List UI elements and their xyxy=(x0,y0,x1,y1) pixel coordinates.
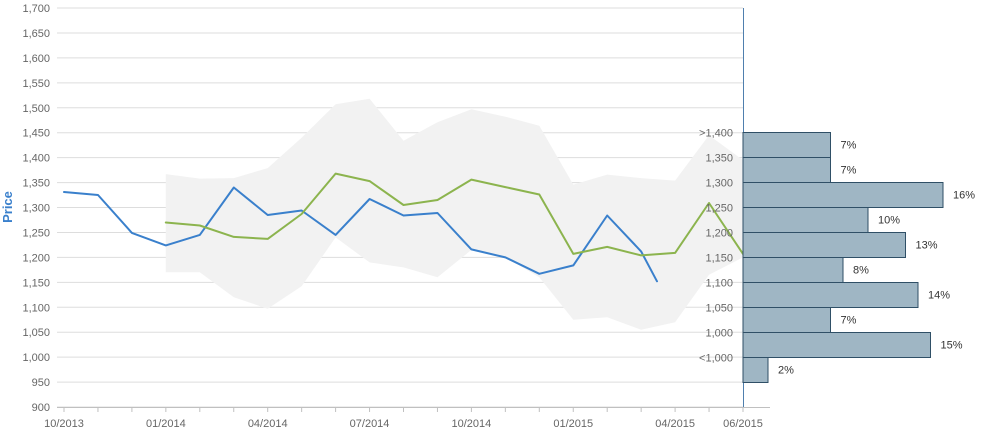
x-tick-label: 07/2014 xyxy=(350,418,390,429)
y-tick-label: 1,150 xyxy=(22,277,50,289)
histogram-bar xyxy=(742,282,919,308)
y-tick-label: 950 xyxy=(32,377,50,389)
y-tick-label: 1,400 xyxy=(22,153,50,165)
y-tick-label: 1,200 xyxy=(22,252,50,264)
histogram-value-label: 13% xyxy=(916,240,938,252)
y-tick-label: 1,600 xyxy=(22,53,50,65)
histogram-bin-label: 1,300 xyxy=(705,178,733,190)
y-tick-label: 1,100 xyxy=(22,302,50,314)
x-tick-labels: 10/2013 01/2014 04/2014 07/2014 10/2014 01/20… xyxy=(44,418,763,429)
histogram-bar xyxy=(742,207,869,233)
y-tick-label: 1,050 xyxy=(22,327,50,339)
histogram-bin-label: 1,200 xyxy=(705,228,733,240)
y-tick-label: 1,350 xyxy=(22,178,50,190)
y-tick-label: 1,500 xyxy=(22,103,50,115)
x-tick-label: 01/2015 xyxy=(553,418,593,429)
y-tick-label: 1,700 xyxy=(22,3,50,15)
histogram-bar xyxy=(742,257,844,283)
histogram-value-label: 16% xyxy=(953,190,975,202)
histogram-bin-label: 1,250 xyxy=(705,203,733,215)
x-tick-label: 01/2014 xyxy=(146,418,186,429)
histogram-bin-label: 1,350 xyxy=(705,153,733,165)
range-band-area xyxy=(165,98,744,330)
histogram-value-label: 7% xyxy=(841,315,857,327)
histogram-bar xyxy=(742,132,831,158)
histogram: <1,000 2% 1,000 15% 1,050 7% 1,100 14% 1,150 8% 1,… xyxy=(699,128,975,383)
histogram-bin-label: 1,150 xyxy=(705,253,733,265)
histogram-bar xyxy=(742,357,769,383)
histogram-bar xyxy=(742,332,931,358)
y-tick-label: 1,550 xyxy=(22,78,50,90)
y-tick-label: 1,000 xyxy=(22,352,50,364)
y-axis-label: Price xyxy=(0,191,15,223)
x-tick-label: 10/2013 xyxy=(44,418,84,429)
histogram-bin-label: >1,400 xyxy=(699,128,733,140)
histogram-bar xyxy=(742,307,831,333)
histogram-bin-label: 1,000 xyxy=(705,328,733,340)
histogram-value-label: 8% xyxy=(853,265,869,277)
x-tick-label: 10/2014 xyxy=(452,418,492,429)
histogram-bar xyxy=(742,157,831,183)
histogram-value-label: 15% xyxy=(941,340,963,352)
y-tick-label: 1,450 xyxy=(22,128,50,140)
series-line-blue xyxy=(63,186,658,283)
histogram-value-label: 10% xyxy=(878,215,900,227)
histogram-bar xyxy=(742,182,944,208)
y-tick-label: 1,300 xyxy=(22,203,50,215)
y-tick-label: 1,250 xyxy=(22,227,50,239)
y-tick-label: 900 xyxy=(32,402,50,414)
gridlines xyxy=(57,7,743,408)
series-lines xyxy=(63,172,744,283)
x-tick-label: 06/2015 xyxy=(723,418,763,429)
histogram-value-label: 2% xyxy=(778,365,794,377)
y-tick-labels: 900 950 1,000 1,050 1,100 1,150 1,200 1,250 1,30… xyxy=(22,3,50,414)
histogram-value-label: 14% xyxy=(928,290,950,302)
range-band xyxy=(165,98,744,330)
x-tick-label: 04/2014 xyxy=(248,418,288,429)
histogram-bin-label: 1,050 xyxy=(705,303,733,315)
x-tick-label: 04/2015 xyxy=(655,418,695,429)
histogram-bar xyxy=(742,232,906,258)
series-line-green xyxy=(164,172,744,257)
y-tick-label: 1,650 xyxy=(22,28,50,40)
histogram-bin-label: <1,000 xyxy=(699,353,733,365)
histogram-value-label: 7% xyxy=(841,140,857,152)
histogram-bin-label: 1,100 xyxy=(705,278,733,290)
histogram-value-label: 7% xyxy=(841,165,857,177)
